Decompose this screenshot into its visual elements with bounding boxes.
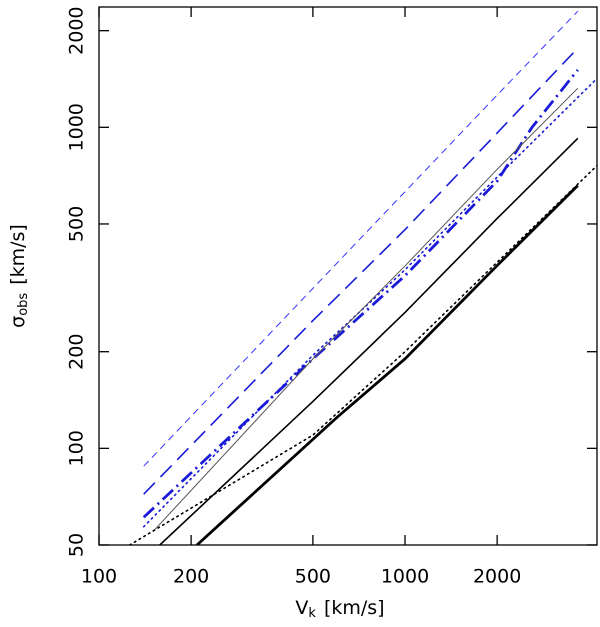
y-tick-label: 1000 (66, 103, 88, 151)
lines (128, 10, 597, 545)
series-line (142, 68, 579, 519)
x-tick-label: 2000 (473, 566, 521, 588)
y-tick-label: 2000 (66, 6, 88, 54)
y-tick-label: 100 (66, 430, 88, 466)
y-axis-label: σobs[km/s] (7, 224, 31, 328)
x-tick-label: 100 (81, 566, 117, 588)
series-line (143, 10, 579, 467)
x-tick-label: 1000 (381, 566, 429, 588)
x-tick-label: 200 (173, 566, 209, 588)
series-line (196, 184, 579, 545)
series-line (143, 47, 579, 495)
series-line (142, 77, 597, 528)
series-line (159, 137, 579, 545)
y-tick-label: 200 (66, 334, 88, 370)
x-tick-label: 500 (295, 566, 331, 588)
y-tick-label: 500 (66, 206, 88, 242)
x-axis-label: Vk [km/s] (295, 597, 384, 621)
y-tick-label: 50 (66, 533, 88, 557)
series-line (128, 164, 597, 545)
series-line (152, 87, 579, 533)
plot-frame (98, 6, 598, 546)
